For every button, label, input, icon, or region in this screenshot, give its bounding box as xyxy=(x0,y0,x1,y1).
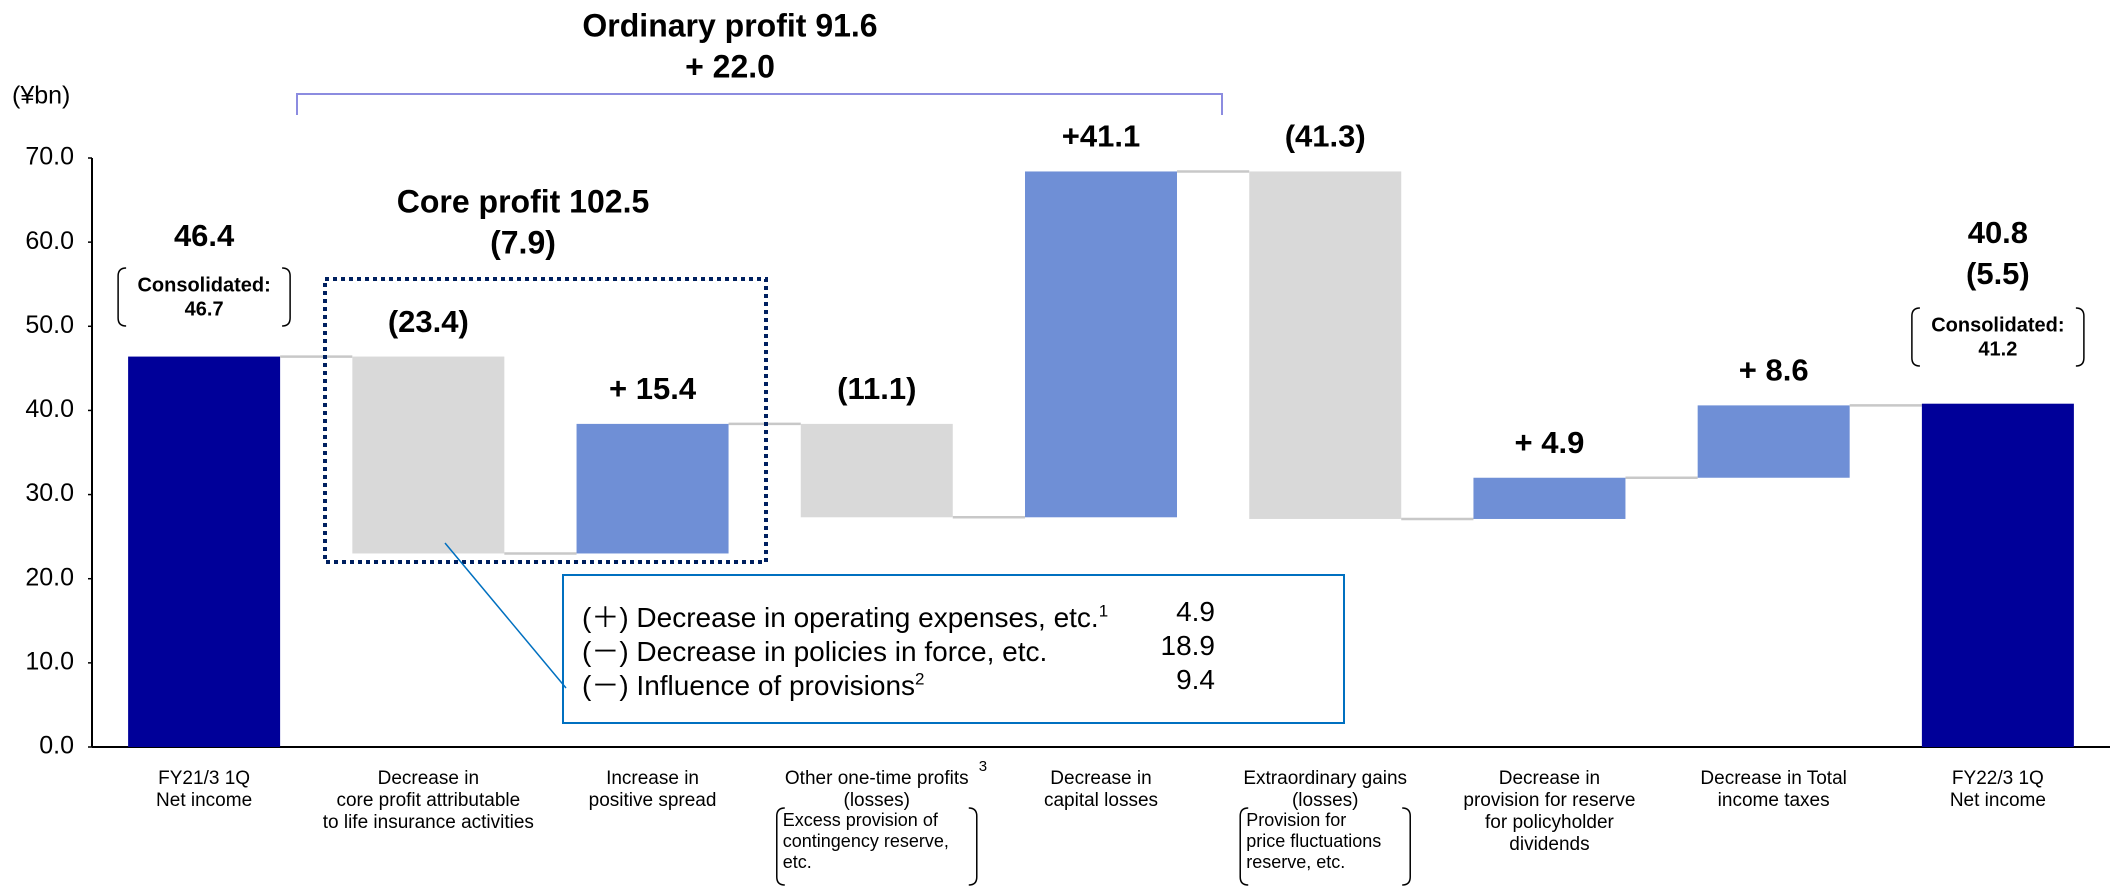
breakdown-note: 1 xyxy=(1098,601,1109,621)
ordinary-change: + 22.0 xyxy=(685,48,775,84)
value-label: 46.4 xyxy=(174,218,235,253)
bar xyxy=(128,356,281,747)
consolidated-value: 41.2 xyxy=(1978,338,2017,360)
breakdown-row: (＋) Decrease in operating expenses, etc.… xyxy=(582,596,1108,636)
breakdown-value: 4.9 xyxy=(1176,596,1215,627)
ordinary-title: Ordinary profit 91.6 xyxy=(582,7,877,43)
x-tick-label: Decrease in capital losses xyxy=(1043,768,1159,811)
x-tick-label: FY21/3 1Q Net income xyxy=(156,768,253,811)
bar xyxy=(576,423,729,554)
consolidated-bracket xyxy=(282,267,291,327)
breakdown-label: (＋) Decrease in operating expenses, etc. xyxy=(582,602,1099,633)
bar xyxy=(800,423,953,518)
footnote-mark: 3 xyxy=(978,758,988,775)
consolidated-label: Consolidated: xyxy=(137,274,270,296)
callout-pointer xyxy=(444,542,567,689)
core-change: (7.9) xyxy=(490,224,556,260)
x-tick-label: Decrease in provision for reserve for po… xyxy=(1463,768,1636,855)
x-tick-label: Other one-time profits (losses) xyxy=(784,768,969,811)
consolidated-label: Consolidated: xyxy=(1931,314,2064,336)
value-label: 40.8 xyxy=(1968,215,2028,250)
consolidated-bracket xyxy=(2075,307,2085,367)
breakdown-box: (＋) Decrease in operating expenses, etc.… xyxy=(562,574,1345,724)
breakdown-row: (－) Decrease in policies in force, etc. xyxy=(582,630,1047,670)
x-tick-label: Increase in positive spread xyxy=(588,768,717,811)
x-tick-label: Extraordinary gains (losses) xyxy=(1243,768,1408,811)
x-tick-label: Decrease in core profit attributable to … xyxy=(322,768,534,833)
breakdown-value: 18.9 xyxy=(1160,630,1216,661)
y-tick-label: 60.0 xyxy=(25,227,74,255)
y-tick-label: 30.0 xyxy=(25,479,74,507)
bar xyxy=(1473,477,1626,519)
y-tick-label: 70.0 xyxy=(25,143,74,171)
breakdown-label: (－) Decrease in policies in force, etc. xyxy=(582,636,1048,667)
value-label: + 15.4 xyxy=(609,371,697,406)
y-tick-label: 50.0 xyxy=(25,311,74,339)
bar xyxy=(352,356,505,554)
y-tick-label: 10.0 xyxy=(25,647,74,675)
x-tick-label: Decrease in Total income taxes xyxy=(1700,768,1847,811)
value-label: +41.1 xyxy=(1062,119,1140,154)
value-label: + 4.9 xyxy=(1515,425,1585,460)
breakdown-row: (－) Influence of provisions2 xyxy=(582,664,925,704)
bracket-note: Provision for price fluctuations reserve… xyxy=(1246,810,1382,872)
value-label: + 8.6 xyxy=(1739,353,1809,388)
bar xyxy=(1249,171,1402,519)
total-change: (5.5) xyxy=(1966,256,2030,291)
value-label: (23.4) xyxy=(388,304,469,339)
y-tick-label: 40.0 xyxy=(25,395,74,423)
note-bracket xyxy=(1239,807,1249,886)
bracket-note: Excess provision of contingency reserve,… xyxy=(782,810,949,872)
ordinary-bracket xyxy=(296,93,1223,115)
value-label: (41.3) xyxy=(1285,119,1366,154)
unit-label: (¥bn) xyxy=(12,82,70,110)
x-tick-label: FY22/3 1Q Net income xyxy=(1949,768,2046,811)
bar xyxy=(1697,405,1850,478)
note-bracket xyxy=(776,807,785,886)
breakdown-value: 9.4 xyxy=(1176,664,1215,695)
consolidated-bracket xyxy=(1911,307,1920,367)
core-title: Core profit 102.5 xyxy=(397,183,650,219)
consolidated-value: 46.7 xyxy=(185,298,224,320)
note-bracket xyxy=(968,807,978,886)
breakdown-note: 2 xyxy=(915,669,925,689)
y-tick-label: 0.0 xyxy=(39,732,74,760)
core-box xyxy=(323,277,768,564)
note-bracket xyxy=(1402,807,1411,886)
value-label: (11.1) xyxy=(837,371,916,406)
consolidated-bracket xyxy=(117,267,127,327)
y-tick-label: 20.0 xyxy=(25,563,74,591)
bar xyxy=(1025,171,1177,518)
bar xyxy=(1921,403,2074,747)
breakdown-label: (－) Influence of provisions xyxy=(582,670,916,701)
